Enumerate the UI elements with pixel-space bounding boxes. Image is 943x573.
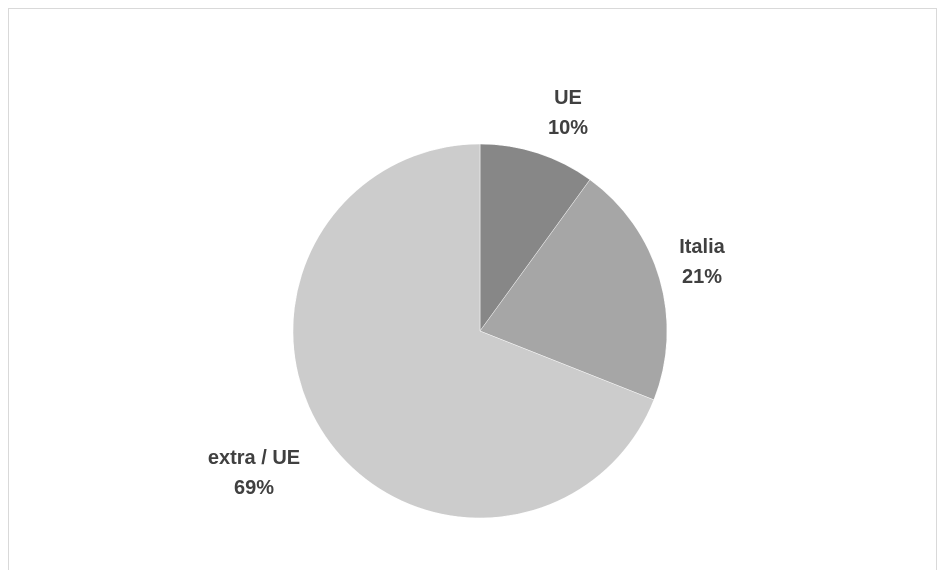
slice-label-value: 10% [548,117,588,139]
pie-slice-extra-ue [292,143,655,519]
pie-labels: UE 10% Italia 21% extra / UE 69% [208,87,726,499]
pie-slices [292,143,668,519]
slice-label-name: Italia [679,236,725,258]
pie-slice-ue [479,143,591,332]
pie-slice-italia [479,179,668,401]
slice-label-value: 69% [234,477,274,499]
slice-label-value: 21% [682,266,722,288]
slice-label-name: extra / UE [208,447,300,469]
slice-label-name: UE [554,87,582,109]
